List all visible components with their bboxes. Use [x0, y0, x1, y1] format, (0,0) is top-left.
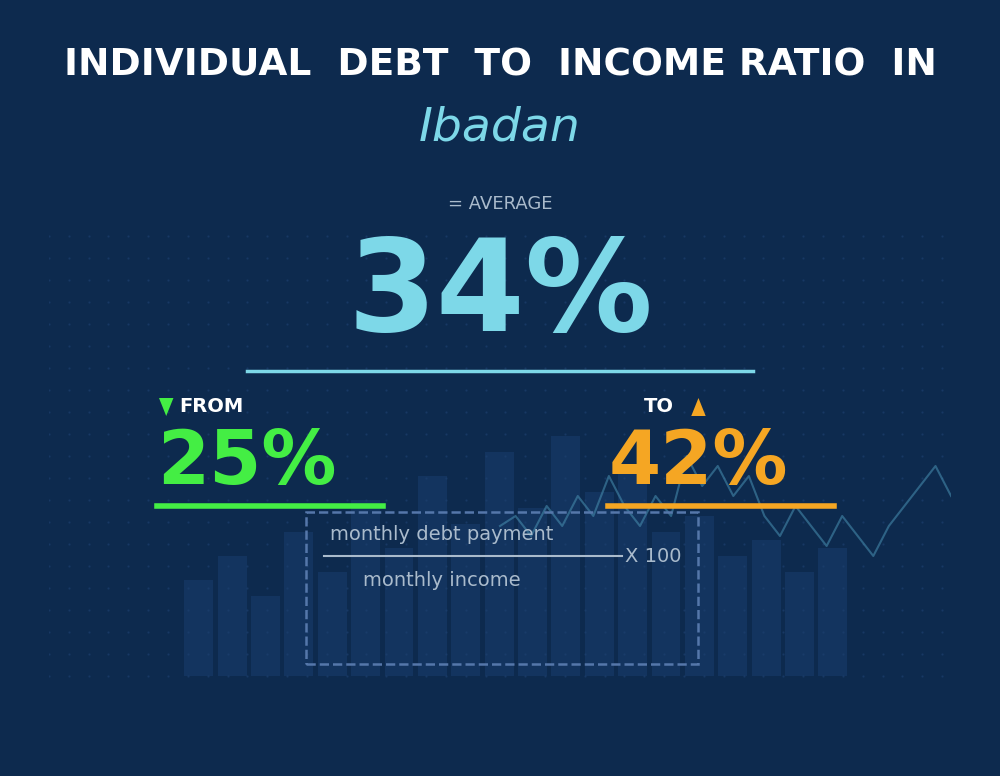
Text: 42%: 42% — [608, 428, 788, 501]
Text: 25%: 25% — [157, 428, 337, 501]
Text: monthly debt payment: monthly debt payment — [330, 525, 553, 543]
Text: Ibadan: Ibadan — [419, 106, 581, 151]
FancyBboxPatch shape — [485, 452, 514, 676]
FancyBboxPatch shape — [752, 540, 781, 676]
Polygon shape — [691, 398, 706, 416]
FancyBboxPatch shape — [518, 508, 547, 676]
FancyBboxPatch shape — [618, 468, 647, 676]
FancyBboxPatch shape — [385, 548, 413, 676]
FancyBboxPatch shape — [284, 532, 313, 676]
FancyBboxPatch shape — [451, 524, 480, 676]
Polygon shape — [159, 398, 173, 416]
FancyBboxPatch shape — [351, 500, 380, 676]
FancyBboxPatch shape — [652, 532, 680, 676]
Text: = AVERAGE: = AVERAGE — [448, 195, 552, 213]
FancyBboxPatch shape — [685, 516, 714, 676]
Text: X 100: X 100 — [625, 546, 682, 566]
FancyBboxPatch shape — [251, 596, 280, 676]
Text: TO: TO — [644, 397, 674, 417]
FancyBboxPatch shape — [718, 556, 747, 676]
Text: monthly income: monthly income — [363, 571, 520, 591]
FancyBboxPatch shape — [551, 436, 580, 676]
FancyBboxPatch shape — [418, 476, 447, 676]
FancyBboxPatch shape — [184, 580, 213, 676]
Text: INDIVIDUAL  DEBT  TO  INCOME RATIO  IN: INDIVIDUAL DEBT TO INCOME RATIO IN — [64, 48, 936, 84]
FancyBboxPatch shape — [318, 572, 347, 676]
Text: FROM: FROM — [180, 397, 244, 417]
FancyBboxPatch shape — [585, 492, 614, 676]
FancyBboxPatch shape — [785, 572, 814, 676]
Text: 34%: 34% — [347, 234, 653, 359]
FancyBboxPatch shape — [218, 556, 247, 676]
FancyBboxPatch shape — [818, 548, 847, 676]
